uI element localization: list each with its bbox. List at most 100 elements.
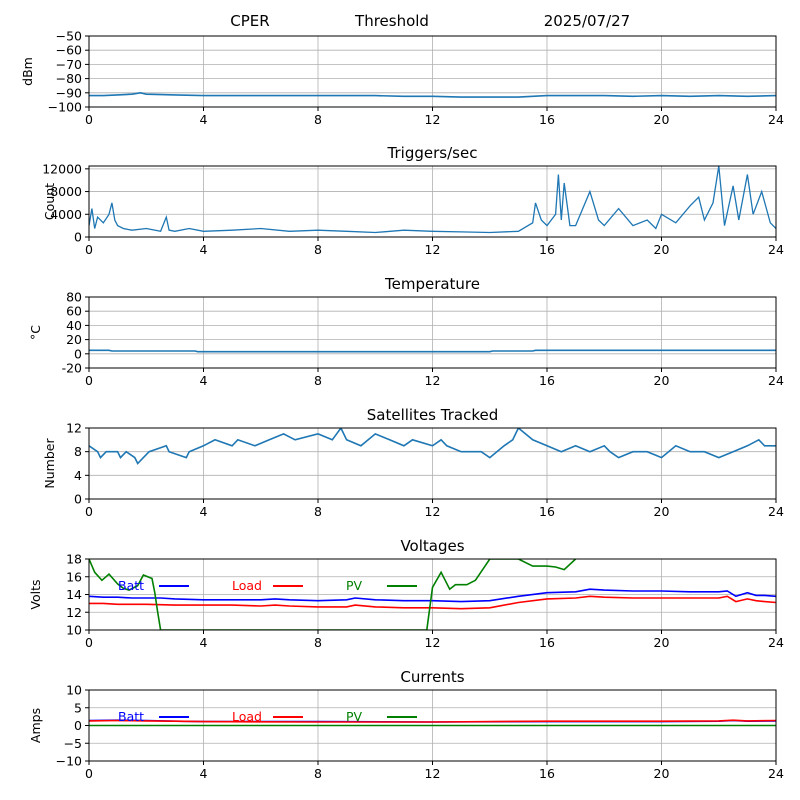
- y-tick-label: 4: [74, 468, 82, 483]
- x-tick-label: 8: [314, 242, 322, 257]
- y-tick-label: −50: [56, 29, 82, 44]
- panel-title: Triggers/sec: [387, 144, 478, 162]
- x-tick-label: 16: [539, 373, 555, 388]
- x-tick-label: 20: [654, 112, 670, 127]
- y-tick-label: 8000: [50, 184, 82, 199]
- y-tick-label: 80: [66, 290, 82, 305]
- panel-title: Currents: [400, 668, 464, 686]
- x-tick-label: 12: [425, 373, 441, 388]
- y-tick-label: −5: [64, 736, 82, 751]
- panel-title: Satellites Tracked: [367, 406, 498, 424]
- x-tick-label: 24: [768, 766, 784, 781]
- x-tick-label: 8: [314, 635, 322, 650]
- y-tick-label: 4000: [50, 207, 82, 222]
- legend-label-load: Load: [232, 578, 262, 593]
- x-tick-label: 24: [768, 373, 784, 388]
- y-tick-label: 5: [74, 700, 82, 715]
- x-tick-label: 0: [85, 766, 93, 781]
- panel-signal: 0 4 8 12 16 20 24 −100−90−80−70−60−50 dBm: [20, 29, 784, 128]
- x-tick-label: 16: [539, 112, 555, 127]
- x-tick-label: 12: [425, 635, 441, 650]
- x-tick-label: 16: [539, 504, 555, 519]
- y-tick-label: 20: [66, 332, 82, 347]
- series-line-pv: [89, 559, 577, 630]
- x-tick-label: 4: [200, 504, 208, 519]
- series-line-load: [89, 595, 776, 610]
- y-tick-label: 10: [66, 623, 82, 638]
- y-axis-label: dBm: [20, 57, 35, 86]
- legend-label-load: Load: [232, 709, 262, 724]
- panel-voltages: 0 4 8 12 16 20 24 10 12 14 16 18 Voltages Volts Batt Lo…: [28, 537, 784, 650]
- series-line-triggers: [89, 166, 776, 234]
- y-axis-label: °C: [28, 325, 43, 340]
- x-tick-label: 12: [425, 242, 441, 257]
- y-tick-label: 12: [66, 421, 82, 436]
- series-line-temperature: [89, 349, 776, 353]
- x-tick-label: 20: [654, 766, 670, 781]
- y-tick-label: −80: [56, 71, 82, 86]
- x-tick-label: 16: [539, 635, 555, 650]
- y-tick-label: 40: [66, 318, 82, 333]
- y-tick-label: -20: [62, 361, 82, 376]
- panel-satellites: 0 4 8 12 16 20 24 0 4 8 12 Satellites Tracked Number: [42, 406, 784, 519]
- x-tick-label: 20: [654, 635, 670, 650]
- x-tick-label: 20: [654, 504, 670, 519]
- x-tick-label: 8: [314, 504, 322, 519]
- x-tick-label: 12: [425, 112, 441, 127]
- x-tick-label: 24: [768, 504, 784, 519]
- x-tick-label: 20: [654, 242, 670, 257]
- x-tick-label: 4: [200, 112, 208, 127]
- y-axis-label: Amps: [28, 708, 43, 743]
- header-date: 2025/07/27: [544, 12, 630, 30]
- x-tick-label: 0: [85, 504, 93, 519]
- x-tick-label: 4: [200, 635, 208, 650]
- y-tick-label: 0: [74, 346, 82, 361]
- y-axis-label: Number: [42, 438, 57, 489]
- y-tick-label: 8: [74, 444, 82, 459]
- x-tick-label: 4: [200, 242, 208, 257]
- x-tick-label: 12: [425, 766, 441, 781]
- y-tick-label: −100: [48, 100, 82, 115]
- x-tick-label: 8: [314, 373, 322, 388]
- y-tick-label: 12: [66, 605, 82, 620]
- y-tick-label: −90: [56, 85, 82, 100]
- x-tick-label: 8: [314, 112, 322, 127]
- y-tick-label: 10: [66, 683, 82, 698]
- header-mode: Threshold: [354, 12, 429, 30]
- x-tick-label: 12: [425, 504, 441, 519]
- y-tick-label: 18: [66, 552, 82, 567]
- x-tick-label: 4: [200, 373, 208, 388]
- x-tick-label: 16: [539, 242, 555, 257]
- x-tick-label: 24: [768, 242, 784, 257]
- legend-label-batt: Batt: [118, 709, 144, 724]
- panel-triggers: 0 4 8 12 16 20 24 0 4000 8000 12000 Triggers/sec Cou…: [42, 144, 784, 257]
- y-tick-label: 0: [74, 718, 82, 733]
- y-tick-label: 14: [66, 587, 82, 602]
- y-tick-label: 0: [74, 492, 82, 507]
- y-tick-label: 60: [66, 304, 82, 319]
- x-tick-label: 24: [768, 635, 784, 650]
- panel-title: Voltages: [400, 537, 464, 555]
- x-tick-label: 0: [85, 373, 93, 388]
- legend-label-pv: PV: [346, 709, 363, 724]
- x-tick-label: 8: [314, 766, 322, 781]
- legend-label-batt: Batt: [118, 578, 144, 593]
- x-tick-label: 4: [200, 766, 208, 781]
- x-tick-label: 0: [85, 112, 93, 127]
- x-tick-label: 16: [539, 766, 555, 781]
- y-axis-label: Volts: [28, 579, 43, 609]
- series-line-batt: [89, 588, 776, 603]
- y-tick-label: −10: [56, 754, 82, 769]
- y-tick-label: 0: [74, 230, 82, 245]
- series-line-signal: [89, 91, 776, 98]
- y-axis-label: Count: [42, 183, 57, 220]
- y-tick-label: −60: [56, 43, 82, 58]
- x-tick-label: 0: [85, 242, 93, 257]
- x-tick-label: 24: [768, 112, 784, 127]
- series-line-load: [89, 719, 776, 723]
- y-tick-label: 12000: [42, 161, 82, 176]
